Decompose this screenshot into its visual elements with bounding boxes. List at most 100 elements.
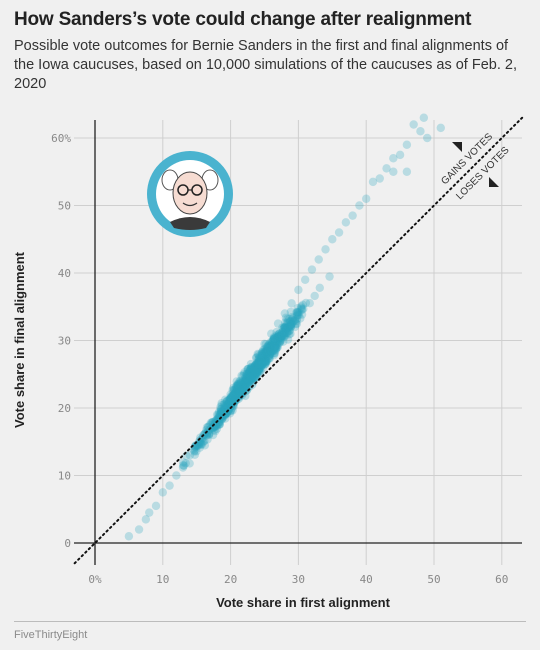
scatter-point <box>221 395 230 404</box>
scatter-point <box>271 337 281 347</box>
scatter-point <box>235 384 244 393</box>
scatter-point <box>254 357 264 367</box>
scatter-point <box>251 360 260 370</box>
scatter-point <box>242 378 252 388</box>
portrait-head <box>172 171 208 215</box>
scatter-point <box>279 337 288 346</box>
scatter-point <box>211 426 220 436</box>
scatter-point <box>235 377 244 386</box>
scatter-point <box>286 320 295 329</box>
scatter-point <box>252 365 261 374</box>
scatter-point <box>260 357 269 366</box>
scatter-point <box>242 378 251 387</box>
scatter-point <box>254 357 264 367</box>
chart-title: How Sanders’s vote could change after re… <box>14 9 472 30</box>
scatter-point <box>230 392 239 402</box>
scatter-point <box>250 370 259 380</box>
scatter-point <box>248 367 258 376</box>
scatter-point <box>375 174 384 183</box>
scatter-point <box>228 393 237 402</box>
scatter-point <box>254 355 263 364</box>
scatter-point <box>208 430 218 440</box>
scatter-point <box>287 315 297 324</box>
scatter-point <box>273 332 283 342</box>
scatter-point <box>334 228 344 237</box>
scatter-point <box>264 347 273 356</box>
scatter-point <box>280 323 290 333</box>
scatter-point <box>200 441 210 450</box>
scatter-point <box>218 410 227 419</box>
scatter-point <box>213 410 223 419</box>
scatter-point <box>280 323 289 332</box>
scatter-point <box>286 307 295 317</box>
scatter-point <box>256 354 265 363</box>
scatter-point <box>241 382 251 392</box>
scatter-point <box>280 322 290 331</box>
scatter-point <box>246 373 256 382</box>
scatter-point <box>298 300 308 309</box>
scatter-point <box>287 319 296 329</box>
scatter-point <box>237 388 246 397</box>
scatter-point <box>223 400 233 409</box>
scatter-point <box>283 314 292 323</box>
scatter-point <box>292 307 302 317</box>
scatter-point <box>280 331 289 340</box>
scatter-point <box>242 370 252 379</box>
scatter-point <box>257 355 266 365</box>
scatter-point <box>250 369 260 378</box>
scatter-point <box>226 393 236 403</box>
scatter-point <box>249 369 258 379</box>
scatter-point <box>241 375 250 384</box>
scatter-point <box>236 378 245 387</box>
scatter-point <box>233 390 242 399</box>
scatter-point <box>251 369 261 379</box>
scatter-point <box>389 167 398 176</box>
scatter-point <box>215 410 224 419</box>
scatter-point <box>242 369 251 379</box>
scatter-point <box>215 413 224 422</box>
scatter-point <box>269 346 278 356</box>
scatter-point <box>277 328 287 337</box>
scatter-point <box>244 377 254 386</box>
scatter-point <box>232 386 242 395</box>
scatter-point <box>266 342 275 351</box>
scatter-point <box>362 194 371 203</box>
scatter-point <box>211 416 221 425</box>
scatter-point <box>233 381 243 391</box>
scatter-point <box>267 347 277 356</box>
scatter-point <box>254 360 263 369</box>
scatter-point <box>257 348 266 357</box>
scatter-point <box>254 366 264 375</box>
scatter-point <box>192 447 201 456</box>
scatter-point <box>196 440 206 449</box>
scatter-point <box>256 361 266 371</box>
scatter-point <box>247 365 256 375</box>
scatter-point <box>194 437 204 446</box>
scatter-point <box>250 362 260 371</box>
scatter-point <box>198 434 207 443</box>
scatter-point <box>234 386 243 395</box>
scatter-point <box>229 383 238 393</box>
scatter-point <box>245 366 255 375</box>
scatter-point <box>297 305 307 315</box>
scatter-point <box>315 283 324 293</box>
scatter-point <box>285 330 294 339</box>
scatter-point <box>281 326 290 335</box>
scatter-point <box>274 334 283 344</box>
scatter-point <box>250 373 259 382</box>
scatter-point <box>271 346 280 355</box>
scatter-point <box>253 360 263 369</box>
scatter-point <box>246 372 255 381</box>
scatter-point <box>246 377 255 386</box>
scatter-point <box>270 349 279 358</box>
scatter-point <box>200 436 209 446</box>
scatter-point <box>244 364 253 374</box>
scatter-point <box>243 384 252 393</box>
scatter-point <box>267 349 276 358</box>
scatter-point <box>256 363 265 372</box>
scatter-point <box>227 395 236 405</box>
scatter-point <box>263 347 272 357</box>
scatter-point <box>233 384 242 393</box>
scatter-point <box>241 377 250 387</box>
scatter-point <box>294 285 303 295</box>
